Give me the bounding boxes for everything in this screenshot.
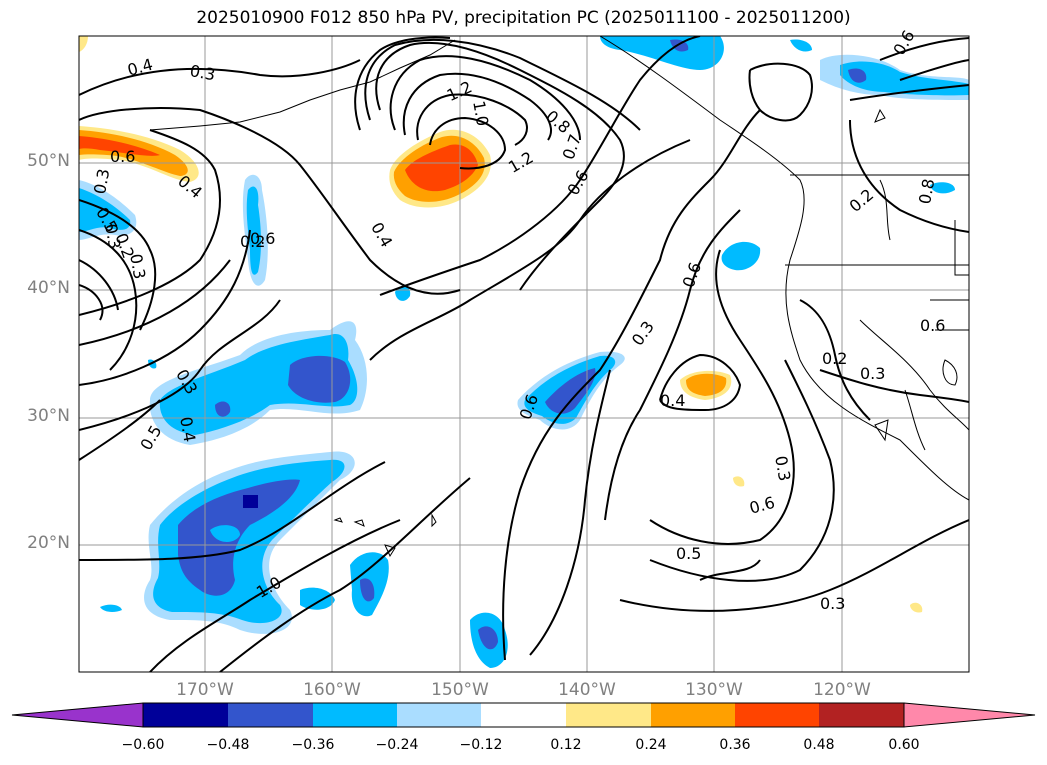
colorbar-label: 0.36 bbox=[719, 737, 751, 753]
contour-label: 0.2 bbox=[240, 232, 266, 251]
colorbar bbox=[11, 702, 1036, 728]
contour-label: 0.3 bbox=[820, 594, 846, 613]
precip-area bbox=[733, 476, 745, 487]
contour-label: 1.0 bbox=[469, 99, 493, 128]
colorbar-cell bbox=[819, 703, 904, 727]
precip-area bbox=[848, 68, 867, 83]
lat-tick-label: 20°N bbox=[27, 533, 70, 553]
precip-area bbox=[243, 495, 258, 508]
colorbar-label: −0.48 bbox=[206, 737, 250, 753]
precip-area bbox=[790, 39, 812, 52]
colorbar-cell bbox=[651, 703, 735, 727]
colorbar-label: −0.12 bbox=[459, 737, 503, 753]
precip-area bbox=[215, 401, 231, 417]
colorbar-extend-high bbox=[903, 702, 1036, 728]
precip-area bbox=[246, 186, 261, 275]
precip-area bbox=[721, 241, 761, 271]
colorbar-label: 0.12 bbox=[550, 737, 582, 753]
colorbar-cell bbox=[735, 703, 819, 727]
colorbar-label: 0.24 bbox=[635, 737, 667, 753]
coastlines bbox=[149, 36, 969, 558]
precip-area bbox=[545, 368, 596, 414]
precip-area bbox=[178, 479, 300, 596]
colorbar-cell bbox=[397, 703, 481, 727]
contour-label: 0.4 bbox=[660, 391, 686, 410]
lon-tick-label: 120°W bbox=[813, 680, 871, 700]
lon-tick-label: 150°W bbox=[431, 680, 489, 700]
colorbar-extend-low bbox=[11, 702, 144, 728]
precip-area bbox=[79, 36, 88, 52]
precip-area bbox=[79, 136, 160, 156]
gridlines bbox=[79, 36, 969, 672]
colorbar-label: −0.60 bbox=[121, 737, 165, 753]
colorbar-cell bbox=[228, 703, 313, 727]
contour-label: 0.6 bbox=[920, 316, 946, 335]
lon-tick-label: 160°W bbox=[303, 680, 361, 700]
contour-label: 0.6 bbox=[110, 147, 136, 166]
plot-border bbox=[78, 35, 970, 673]
lon-tick-label: 170°W bbox=[176, 680, 234, 700]
contour-label: 0.3 bbox=[126, 252, 150, 281]
precip-area bbox=[288, 355, 351, 403]
lon-tick-label: 140°W bbox=[558, 680, 616, 700]
precip-area bbox=[910, 602, 923, 613]
colorbar-label: −0.36 bbox=[291, 737, 335, 753]
precip-area bbox=[100, 604, 122, 612]
precip-area bbox=[600, 36, 724, 70]
colorbar-cell bbox=[481, 703, 566, 727]
precip-area bbox=[930, 182, 955, 194]
colorbar-cell bbox=[143, 703, 228, 727]
colorbar-label: 0.60 bbox=[888, 737, 920, 753]
contour-label: 0.2 bbox=[822, 349, 848, 368]
contour-label: 0.6 bbox=[250, 229, 276, 248]
map-title: 2025010900 F012 850 hPa PV, precipitatio… bbox=[196, 8, 851, 28]
precip-area bbox=[478, 626, 498, 650]
contour-label: 0.4 bbox=[176, 415, 200, 444]
precip-area bbox=[210, 525, 240, 542]
colorbar-label: −0.24 bbox=[375, 737, 419, 753]
precip-shading bbox=[79, 36, 969, 668]
contour-label: 0.3 bbox=[860, 364, 886, 383]
precip-area bbox=[360, 578, 375, 602]
lat-tick-label: 30°N bbox=[27, 406, 70, 426]
precip-area bbox=[300, 587, 335, 610]
colorbar-cell bbox=[566, 703, 651, 727]
colorbar-label: 0.48 bbox=[803, 737, 835, 753]
precip-area bbox=[686, 373, 727, 396]
contour-label: 0.5 bbox=[676, 544, 702, 563]
lat-tick-label: 40°N bbox=[27, 278, 70, 298]
lat-tick-label: 50°N bbox=[27, 151, 70, 171]
colorbar-cell bbox=[313, 703, 397, 727]
lon-tick-label: 130°W bbox=[685, 680, 743, 700]
pv-contours bbox=[79, 36, 969, 672]
contour-label: 0.3 bbox=[771, 454, 795, 483]
